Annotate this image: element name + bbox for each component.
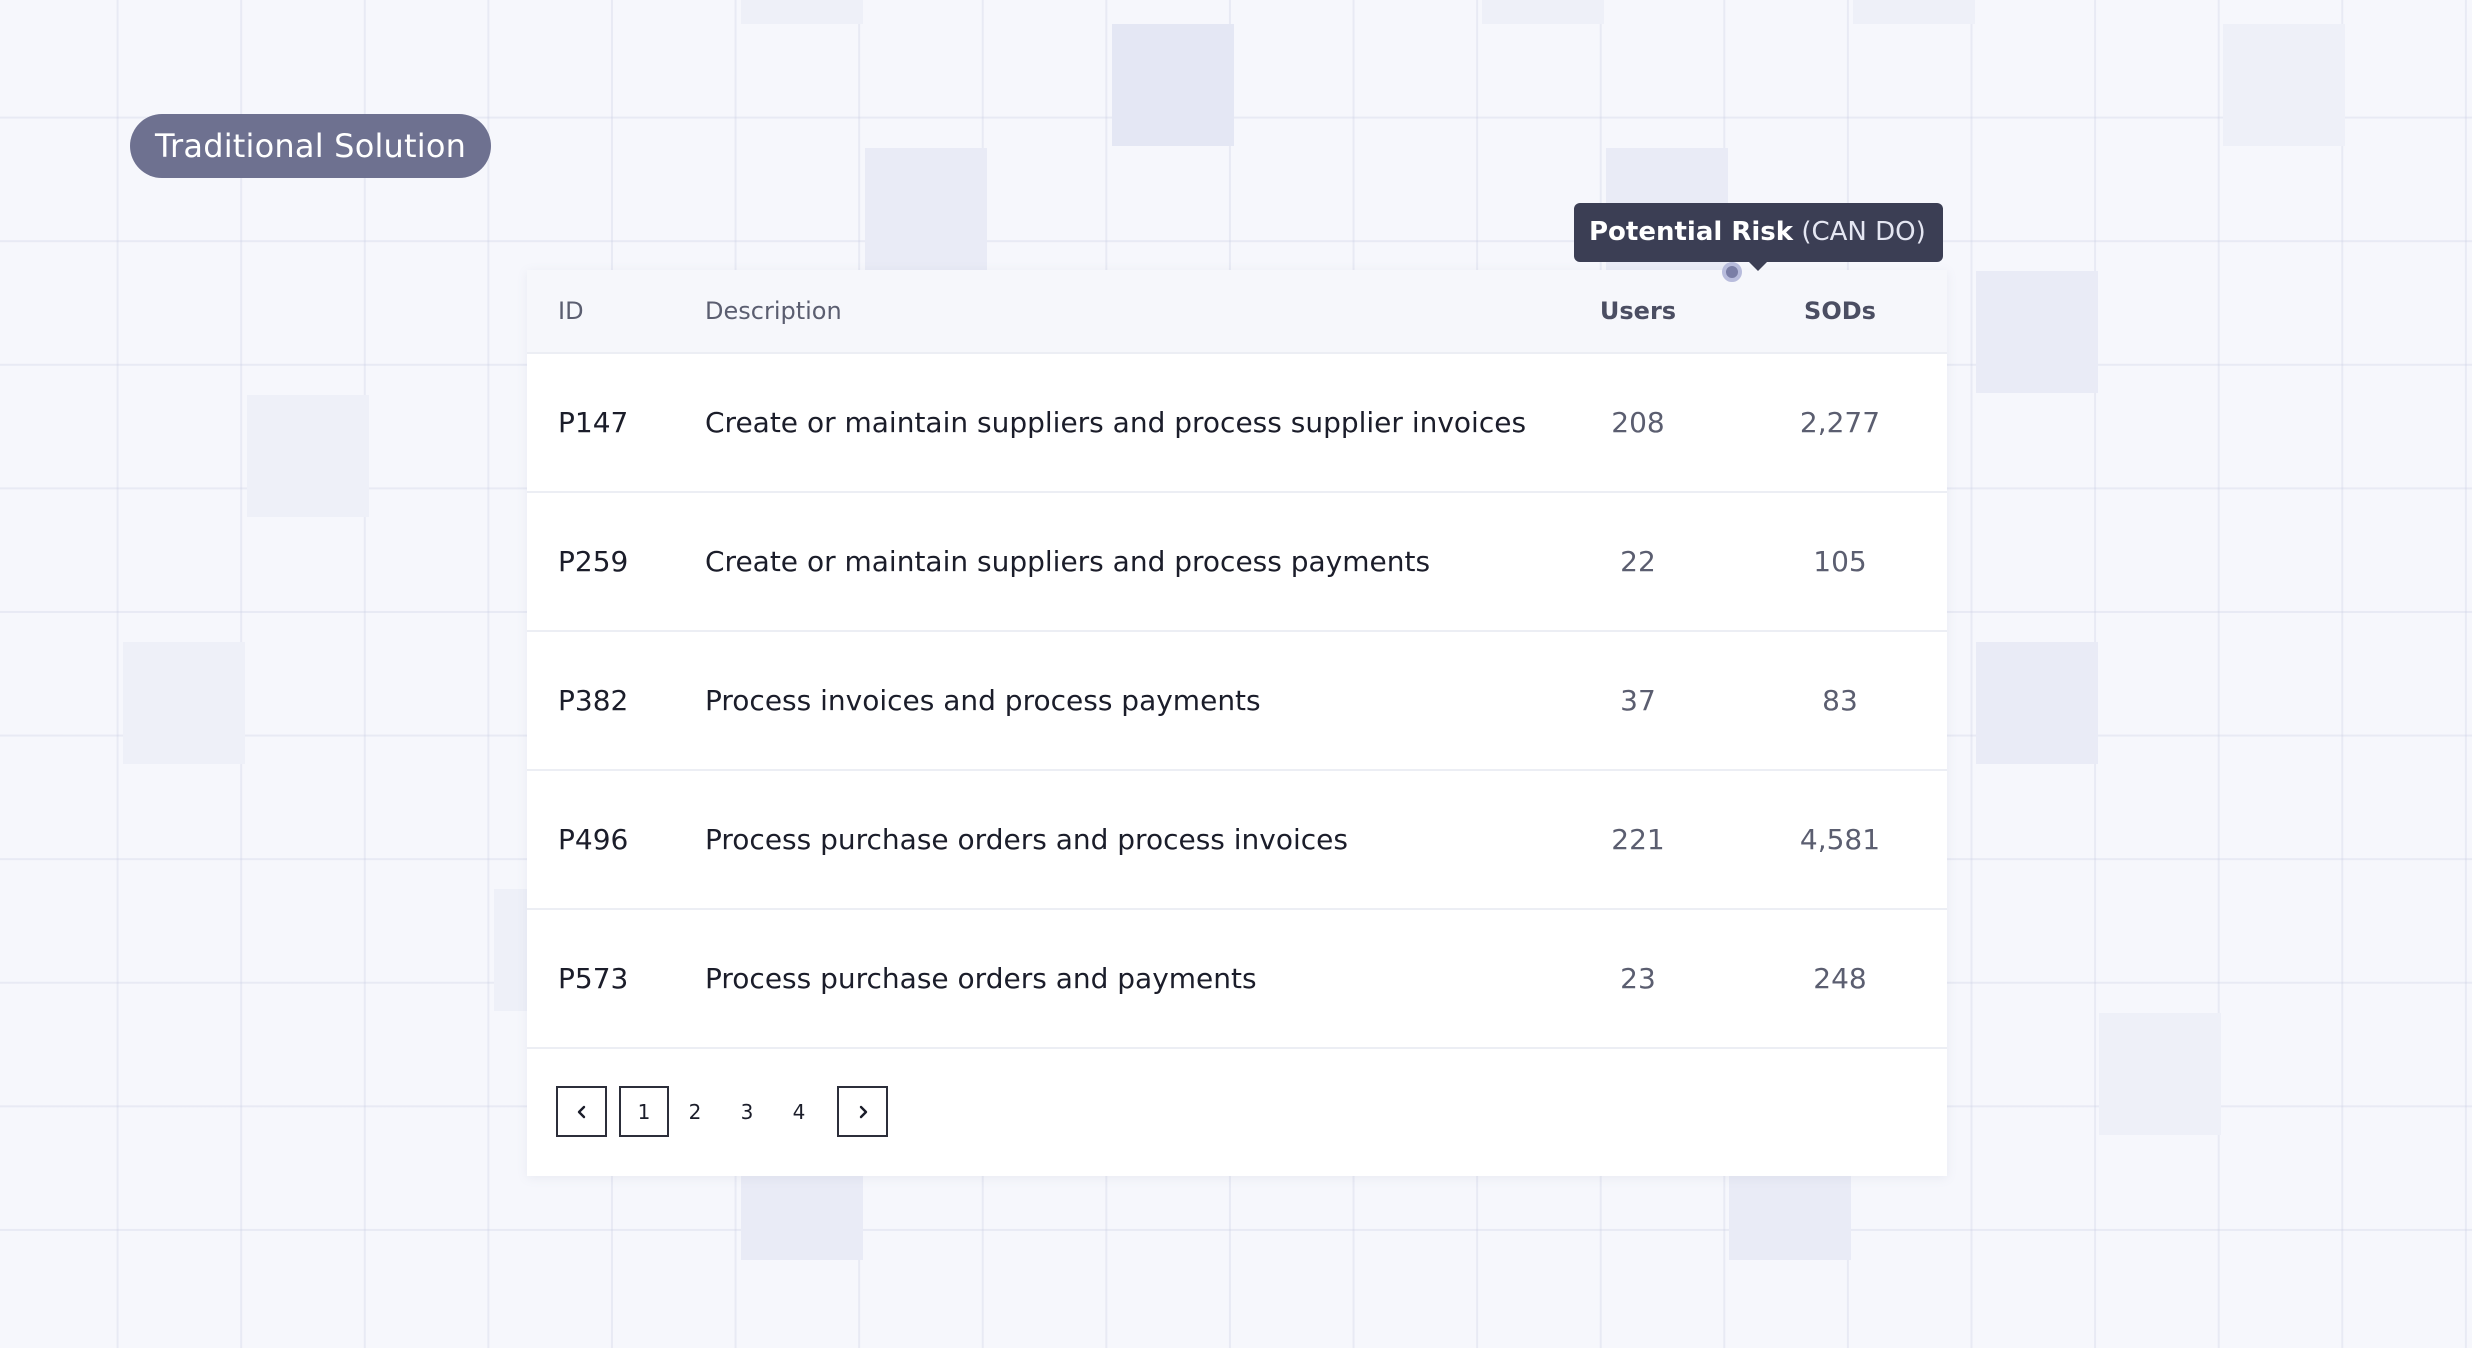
row-id: P259	[558, 545, 629, 578]
column-header-description[interactable]: Description	[705, 297, 842, 325]
page-button-2[interactable]: 2	[688, 1099, 702, 1124]
pagination: 1 2 3 4	[556, 1086, 888, 1137]
row-sods: 105	[1813, 545, 1867, 578]
background-tile	[123, 642, 245, 764]
row-users: 23	[1620, 962, 1656, 995]
tooltip-title: Potential Risk	[1589, 217, 1794, 247]
row-users: 22	[1620, 545, 1656, 578]
background-tile	[1112, 24, 1234, 146]
next-page-button[interactable]	[837, 1086, 888, 1137]
table-row[interactable]: P496 Process purchase orders and process…	[527, 771, 1947, 910]
row-users: 221	[1611, 823, 1665, 856]
page-button-3[interactable]: 3	[740, 1099, 754, 1124]
table-row[interactable]: P259 Create or maintain suppliers and pr…	[527, 493, 1947, 632]
background-tile	[741, 0, 863, 24]
row-description: Process invoices and process payments	[705, 684, 1261, 717]
background-tile	[1853, 0, 1975, 24]
permissions-table: ID Description Users SODs P147 Create or…	[527, 270, 1947, 1176]
chevron-right-icon	[859, 1105, 867, 1118]
chevron-left-icon	[577, 1105, 585, 1118]
background-tile	[865, 148, 987, 270]
column-header-sods[interactable]: SODs	[1804, 297, 1876, 325]
column-header-users[interactable]: Users	[1599, 297, 1677, 325]
row-sods: 4,581	[1799, 823, 1881, 856]
table-row[interactable]: P382 Process invoices and process paymen…	[527, 632, 1947, 771]
row-sods: 2,277	[1799, 406, 1881, 439]
row-id: P382	[558, 684, 629, 717]
row-description: Process purchase orders and payments	[705, 962, 1257, 995]
background-tile	[2099, 1013, 2221, 1135]
background-tile	[2223, 24, 2345, 146]
row-id: P573	[558, 962, 629, 995]
potential-risk-tooltip: Potential Risk (CAN DO)	[1574, 203, 1943, 271]
tooltip-anchor-dot[interactable]	[1722, 262, 1742, 282]
column-header-id[interactable]: ID	[558, 297, 584, 325]
table-row[interactable]: P147 Create or maintain suppliers and pr…	[527, 354, 1947, 493]
row-id: P496	[558, 823, 629, 856]
row-id: P147	[558, 406, 629, 439]
row-sods: 248	[1813, 962, 1867, 995]
page-button-4[interactable]: 4	[792, 1099, 806, 1124]
table-row[interactable]: P573 Process purchase orders and payment…	[527, 910, 1947, 1049]
background-tile	[1482, 0, 1604, 24]
page-button-1[interactable]: 1	[619, 1086, 669, 1137]
table-header: ID Description Users SODs	[527, 270, 1947, 354]
solution-badge: Traditional Solution	[130, 114, 492, 178]
row-users: 37	[1620, 684, 1656, 717]
tooltip-subtitle: (CAN DO)	[1801, 217, 1926, 247]
background-tile	[247, 395, 369, 517]
background-tile	[1976, 642, 2098, 764]
background-tile	[1976, 271, 2098, 393]
previous-page-button[interactable]	[556, 1086, 607, 1137]
row-description: Create or maintain suppliers and process…	[705, 406, 1527, 439]
row-description: Process purchase orders and process invo…	[705, 823, 1348, 856]
row-users: 208	[1611, 406, 1665, 439]
row-description: Create or maintain suppliers and process…	[705, 545, 1431, 578]
row-sods: 83	[1822, 684, 1858, 717]
